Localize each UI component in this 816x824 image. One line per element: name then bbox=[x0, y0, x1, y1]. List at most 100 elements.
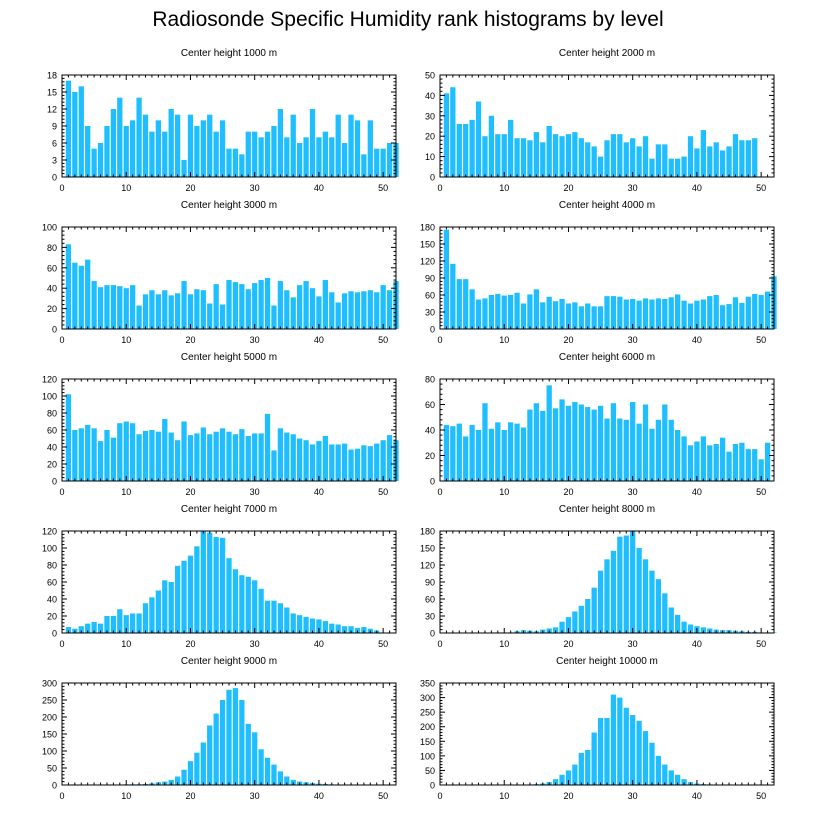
y-tick-label: 180 bbox=[420, 223, 435, 233]
histogram-bar bbox=[239, 154, 245, 177]
histogram-bar bbox=[258, 433, 264, 481]
histogram-bar bbox=[213, 284, 219, 329]
y-tick-label: 100 bbox=[420, 751, 435, 761]
histogram-bar bbox=[726, 451, 732, 481]
x-tick-label: 30 bbox=[250, 183, 260, 193]
histogram-bar bbox=[623, 535, 629, 633]
y-tick-label: 90 bbox=[425, 578, 435, 588]
histogram-bar bbox=[284, 137, 290, 177]
x-tick-label: 40 bbox=[692, 639, 702, 649]
histogram-bar bbox=[456, 423, 462, 482]
histogram-bar bbox=[354, 120, 361, 177]
histogram-bar bbox=[85, 424, 91, 481]
histogram-bar bbox=[681, 436, 687, 482]
chart-center-height-3000-m: Center height 3000 m 0 10 20 30 40 50 0 20 40 60 80… bbox=[42, 200, 399, 345]
y-tick-label: 40 bbox=[47, 595, 57, 605]
histogram-bar bbox=[739, 140, 745, 177]
y-tick-label: 250 bbox=[420, 708, 435, 718]
histogram-bar bbox=[578, 306, 584, 329]
x-tick-label: 50 bbox=[756, 791, 766, 801]
x-tick-label: 30 bbox=[628, 791, 638, 801]
histogram-bar bbox=[700, 299, 706, 329]
x-tick-label: 0 bbox=[437, 183, 442, 193]
histogram-bar bbox=[707, 146, 713, 177]
y-tick-label: 9 bbox=[52, 122, 57, 132]
histogram-bar bbox=[374, 292, 380, 329]
x-tick-label: 50 bbox=[378, 791, 388, 801]
histogram-bar bbox=[533, 132, 539, 177]
histogram-bar bbox=[636, 146, 642, 177]
y-tick-label: 0 bbox=[52, 173, 57, 183]
histogram-bar bbox=[117, 97, 123, 177]
histogram-bar bbox=[565, 303, 572, 329]
histogram-bar bbox=[245, 131, 251, 177]
histogram-bar bbox=[194, 433, 200, 481]
histogram-bar bbox=[271, 126, 277, 177]
histogram-bar bbox=[316, 296, 322, 329]
x-tick-label: 40 bbox=[692, 183, 702, 193]
histogram-bar bbox=[200, 290, 206, 329]
histogram-bar bbox=[162, 418, 168, 481]
histogram-bar bbox=[700, 436, 706, 482]
histogram-bar bbox=[463, 123, 469, 177]
histogram-bar bbox=[668, 770, 674, 785]
histogram-bar bbox=[226, 431, 232, 481]
y-tick-label: 0 bbox=[430, 629, 435, 639]
histogram-bar bbox=[662, 404, 668, 481]
histogram-bar bbox=[758, 295, 764, 329]
x-tick-label: 30 bbox=[628, 183, 638, 193]
histogram-bar bbox=[380, 285, 386, 329]
histogram-bar bbox=[252, 732, 258, 785]
y-tick-label: 3 bbox=[52, 156, 57, 166]
histogram-bar bbox=[194, 126, 200, 177]
histogram-bar bbox=[508, 295, 514, 329]
histogram-bar bbox=[361, 445, 367, 481]
histogram-bar bbox=[130, 613, 136, 633]
histogram-bar bbox=[174, 565, 181, 633]
histogram-bar bbox=[207, 532, 213, 633]
histogram-bar bbox=[501, 430, 507, 481]
y-tick-label: 20 bbox=[47, 304, 57, 314]
histogram-bar bbox=[354, 627, 361, 633]
x-tick-label: 10 bbox=[121, 335, 131, 345]
x-tick-label: 0 bbox=[59, 487, 64, 497]
histogram-bar bbox=[142, 430, 149, 481]
histogram-bar bbox=[552, 408, 559, 481]
histogram-bar bbox=[168, 779, 174, 785]
histogram-bar bbox=[110, 616, 117, 633]
histogram-bar bbox=[322, 435, 328, 481]
y-tick-label: 60 bbox=[425, 595, 435, 605]
chart-title: Center height 6000 m bbox=[559, 352, 655, 363]
x-tick-label: 0 bbox=[59, 639, 64, 649]
histogram-bar bbox=[552, 134, 559, 177]
histogram-bar bbox=[309, 109, 316, 177]
histogram-bar bbox=[271, 764, 277, 785]
histogram-bar bbox=[386, 290, 393, 329]
histogram-bar bbox=[72, 430, 78, 481]
histogram-bar bbox=[675, 774, 681, 785]
histogram-bar bbox=[681, 621, 687, 633]
histogram-bar bbox=[252, 283, 258, 329]
histogram-bar bbox=[700, 627, 706, 633]
histogram-bar bbox=[155, 294, 161, 329]
histogram-bar bbox=[264, 757, 271, 785]
y-tick-label: 30 bbox=[425, 111, 435, 121]
chart-title: Center height 1000 m bbox=[181, 48, 277, 59]
histogram-bar bbox=[335, 302, 341, 329]
histogram-bar bbox=[264, 131, 271, 177]
histogram-bar bbox=[232, 688, 239, 785]
histogram-bar bbox=[649, 570, 655, 633]
histogram-bar bbox=[585, 407, 591, 481]
histogram-bar bbox=[610, 296, 617, 329]
histogram-bar bbox=[264, 600, 271, 633]
histogram-bar bbox=[85, 126, 91, 177]
histogram-bar bbox=[617, 697, 623, 785]
x-tick-label: 10 bbox=[121, 639, 131, 649]
histogram-bar bbox=[636, 720, 642, 785]
histogram-bar bbox=[297, 143, 303, 177]
histogram-bar bbox=[149, 430, 155, 481]
histogram-bar bbox=[585, 142, 591, 177]
histogram-bar bbox=[284, 607, 290, 633]
x-tick-label: 40 bbox=[314, 791, 324, 801]
histogram-bar bbox=[187, 761, 194, 785]
